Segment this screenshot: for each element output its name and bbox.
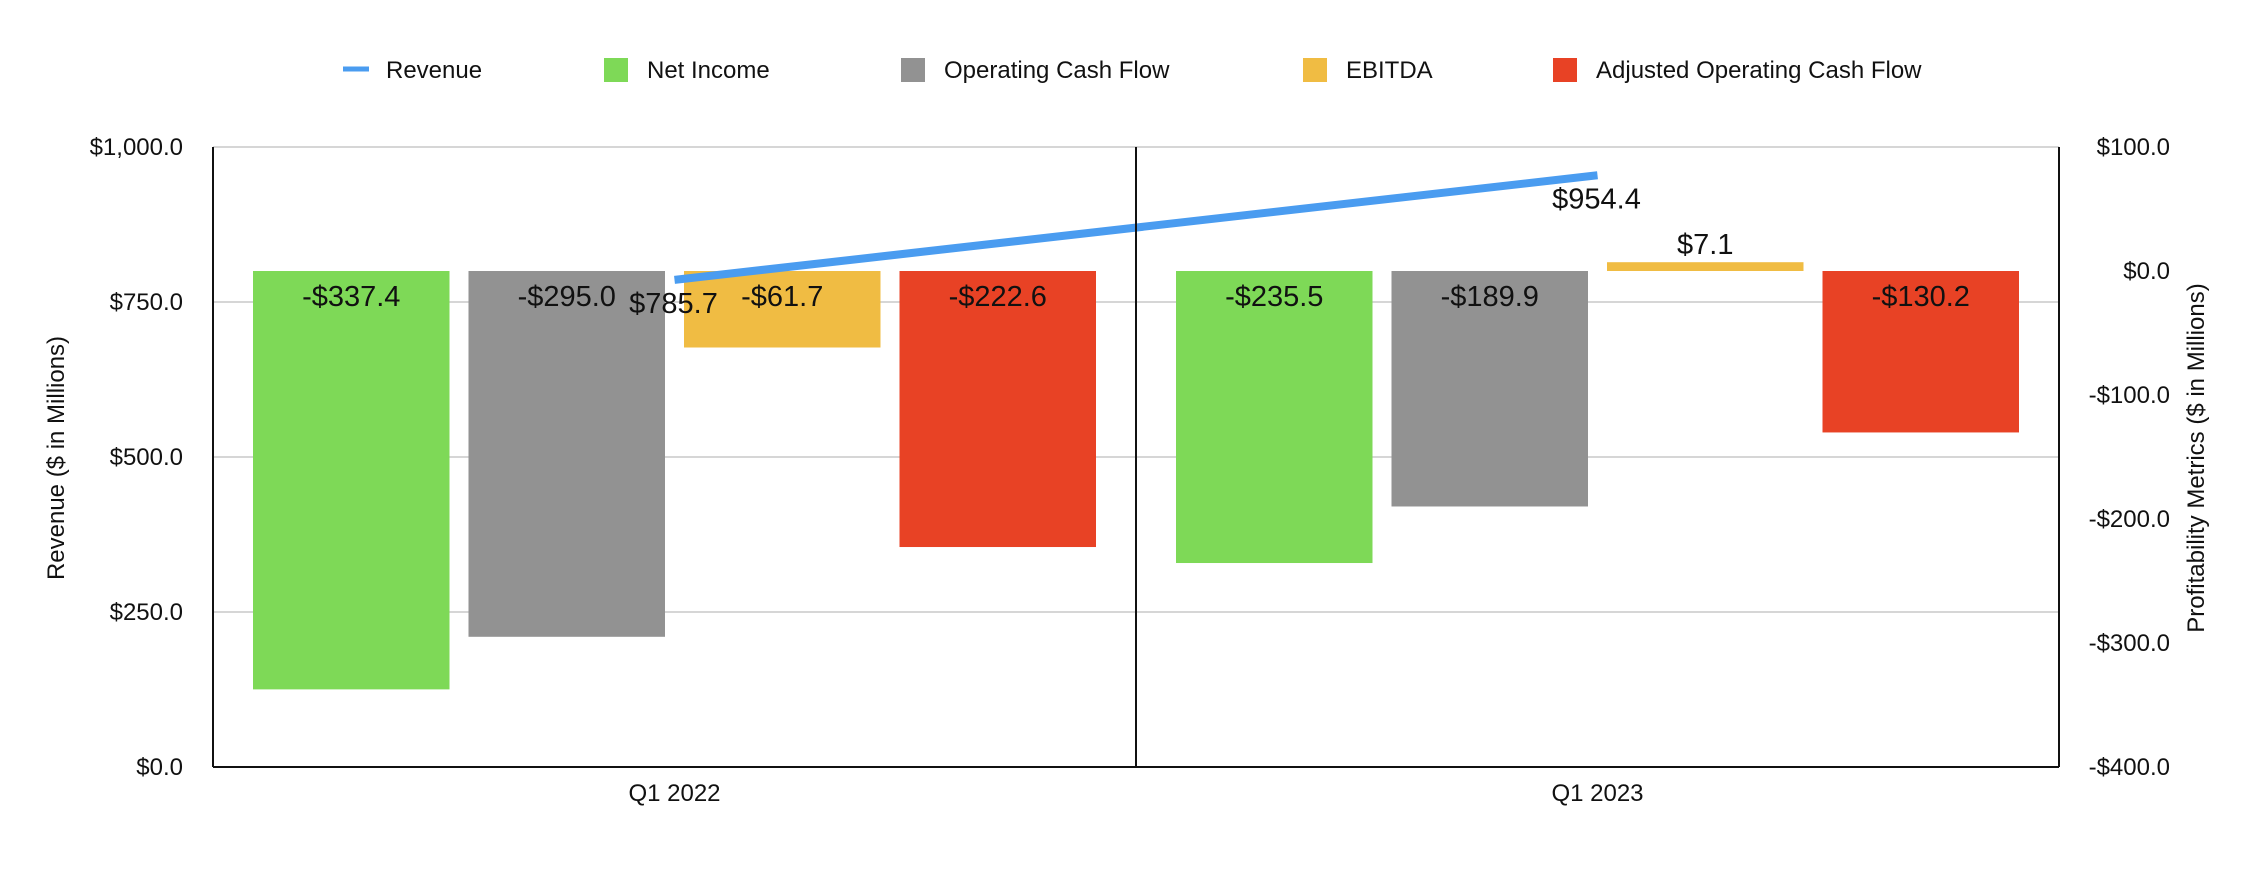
legend-label: Adjusted Operating Cash Flow [1596,57,1922,84]
y-right-tick-label: $0.0 [2123,258,2170,285]
bar-data-label: -$222.6 [949,281,1047,313]
bar-ebitda [684,271,881,348]
bar-data-label: -$130.2 [1872,281,1970,313]
bar-net-income [253,271,450,690]
x-tick-label: Q1 2023 [1551,780,1643,807]
legend-swatch-ebitda [1303,58,1327,82]
y-left-tick-label: $500.0 [110,444,183,471]
data-labels: -$337.4 -$295.0 -$61.7 -$222.6 -$235.5 -$189.… [302,183,1970,320]
bar-net-income [1176,271,1373,564]
y-left-tick-label: $750.0 [110,289,183,316]
bar-adjusted-operating-cash-flow [1822,271,2019,433]
bar-data-label: -$295.0 [518,281,616,313]
y-left-tick-label: $1,000.0 [90,134,183,161]
y-right-tick-label: -$300.0 [2089,630,2170,657]
legend-swatch-operating-cash-flow [901,58,925,82]
bar-adjusted-operating-cash-flow [899,271,1096,548]
y-right-tick-label: -$400.0 [2089,754,2170,781]
bar-ebitda [1607,262,1804,271]
bar-data-label: -$61.7 [741,281,823,313]
line-data-label: $954.4 [1552,183,1641,215]
legend-label: Operating Cash Flow [944,57,1170,84]
bar-data-label: $7.1 [1677,229,1733,261]
legend-label: Revenue [386,57,482,84]
legend: Revenue Net Income Operating Cash Flow EBIT… [343,57,1922,84]
bar-operating-cash-flow [468,271,665,637]
legend-swatch-adjusted-operating-cash-flow [1553,58,1577,82]
y-left-tick-label: $250.0 [110,599,183,626]
bar-data-label: -$235.5 [1225,281,1323,313]
y-axis-left-title: Revenue ($ in Millions) [43,336,70,580]
legend-label: Net Income [647,57,770,84]
bar-series [253,262,2019,690]
bar-data-label: -$337.4 [302,281,400,313]
y-right-tick-label: -$100.0 [2089,382,2170,409]
axes: $0.0 $250.0 $500.0 $750.0 $1,000.0 -$400.0 -$3… [90,134,2170,807]
legend-swatch-net-income [604,58,628,82]
x-tick-label: Q1 2022 [628,780,720,807]
y-axis-right-title: Profitability Metrics ($ in Millions) [2183,283,2210,632]
y-left-tick-label: $0.0 [136,754,183,781]
line-data-label: $785.7 [629,288,718,320]
bar-operating-cash-flow [1391,271,1588,507]
y-right-tick-label: $100.0 [2097,134,2170,161]
y-right-tick-label: -$200.0 [2089,506,2170,533]
legend-label: EBITDA [1346,57,1433,84]
bar-data-label: -$189.9 [1441,281,1539,313]
